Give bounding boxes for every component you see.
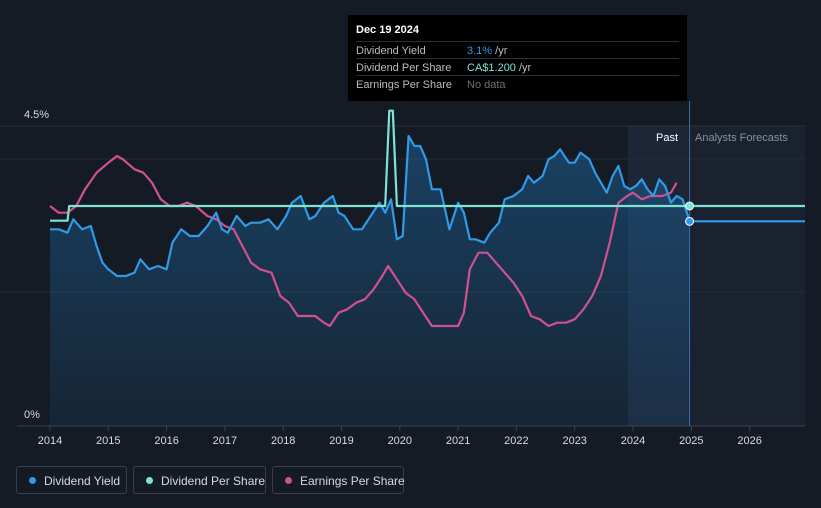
legend-item-earnings-per-share[interactable]: Earnings Per Share xyxy=(272,466,405,494)
past-label: Past xyxy=(656,132,679,144)
earnings-per-share-line[interactable] xyxy=(49,154,678,328)
x-tick-label: 2017 xyxy=(213,435,237,447)
tooltip-label: Earnings Per Share xyxy=(356,79,452,91)
tooltip-value-number: No data xyxy=(467,79,506,91)
tooltip-row-dividend-yield: Dividend Yield 3.1% /yr xyxy=(356,41,679,59)
x-axis-ticks: 2014 2015 2016 2017 2018 2019 2020 2021 2022 2023… xyxy=(38,426,762,447)
dividend-yield-marker xyxy=(685,216,695,226)
tooltip-label: Dividend Per Share xyxy=(356,62,452,74)
legend-dot-icon xyxy=(285,477,292,484)
legend-dot-icon xyxy=(29,477,36,484)
y-label-top: 4.5% xyxy=(24,109,49,121)
x-tick-label: 2016 xyxy=(154,435,178,447)
x-tick-label: 2025 xyxy=(679,435,703,447)
hover-tooltip: Dec 19 2024 Dividend Yield 3.1% /yr Divi… xyxy=(348,15,687,101)
x-tick-label: 2023 xyxy=(562,435,586,447)
forecast-region xyxy=(688,126,805,426)
dividend-yield-area xyxy=(50,136,690,426)
x-tick-label: 2019 xyxy=(329,435,353,447)
x-tick-label: 2018 xyxy=(271,435,295,447)
x-tick-label: 2020 xyxy=(388,435,412,447)
y-label-zero: 0% xyxy=(24,409,40,421)
tooltip-value: No data xyxy=(467,79,506,91)
tooltip-row-earnings-per-share: Earnings Per Share No data xyxy=(356,75,679,93)
legend-label: Earnings Per Share xyxy=(300,474,405,488)
x-tick-label: 2014 xyxy=(38,435,62,447)
legend-dot-icon xyxy=(146,477,153,484)
legend-label: Dividend Per Share xyxy=(161,474,266,488)
x-tick-label: 2021 xyxy=(446,435,470,447)
x-tick-label: 2024 xyxy=(621,435,645,447)
legend-item-dividend-per-share[interactable]: Dividend Per Share xyxy=(133,466,266,494)
x-tick-label: 2015 xyxy=(96,435,120,447)
tooltip-value-number: CA$1.200 xyxy=(467,62,516,74)
tooltip-value-unit: /yr xyxy=(515,62,532,74)
dividend-per-share-marker xyxy=(685,201,695,211)
tooltip-value: CA$1.200 /yr xyxy=(467,62,531,74)
tooltip-label: Dividend Yield xyxy=(356,45,426,57)
tooltip-row-dividend-per-share: Dividend Per Share CA$1.200 /yr xyxy=(356,58,679,76)
dividend-yield-line[interactable] xyxy=(50,134,691,278)
tooltip-value: 3.1% /yr xyxy=(467,45,507,57)
x-tick-label: 2022 xyxy=(504,435,528,447)
legend-label: Dividend Yield xyxy=(44,474,121,488)
x-tick-label: 2026 xyxy=(737,435,761,447)
dividend-per-share-line[interactable] xyxy=(50,109,690,222)
tooltip-date: Dec 19 2024 xyxy=(356,24,419,36)
legend-item-dividend-yield[interactable]: Dividend Yield xyxy=(16,466,127,494)
tooltip-value-unit: /yr xyxy=(492,45,508,57)
tooltip-value-number: 3.1% xyxy=(467,45,493,57)
analysts-forecasts-label: Analysts Forecasts xyxy=(695,132,788,144)
